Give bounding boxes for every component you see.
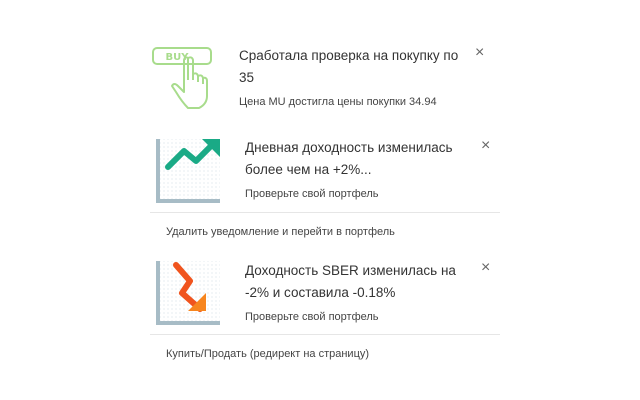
delete-and-go-to-portfolio-link[interactable]: Удалить уведомление и перейти в портфель: [166, 226, 395, 238]
buy-label: BUY: [166, 52, 190, 63]
chart-up-icon: [156, 139, 220, 203]
close-button[interactable]: ×: [481, 259, 491, 276]
divider: [150, 334, 500, 335]
notification-title: Дневная доходность изменилась более чем …: [245, 140, 453, 177]
close-button[interactable]: ×: [475, 44, 485, 61]
notification-title: Сработала проверка на покупку по 35: [239, 48, 459, 85]
divider: [150, 212, 500, 213]
notification-text: Доходность SBER изменилась на -2% и сост…: [245, 260, 473, 324]
buy-hand-icon: BUY: [152, 47, 212, 109]
notification-text: Сработала проверка на покупку по 35 Цена…: [239, 45, 467, 109]
notification-text: Дневная доходность изменилась более чем …: [245, 137, 473, 201]
notification-subtitle: Цена MU достигла цены покупки 34.94: [239, 96, 437, 108]
close-button[interactable]: ×: [481, 137, 491, 154]
notification-subtitle: Проверьте свой портфель: [245, 188, 379, 200]
notification-title: Доходность SBER изменилась на -2% и сост…: [245, 263, 456, 300]
chart-down-icon: [156, 261, 220, 325]
buy-sell-redirect-link[interactable]: Купить/Продать (редирект на страницу): [166, 348, 370, 360]
notification-subtitle: Проверьте свой портфель: [245, 311, 379, 323]
